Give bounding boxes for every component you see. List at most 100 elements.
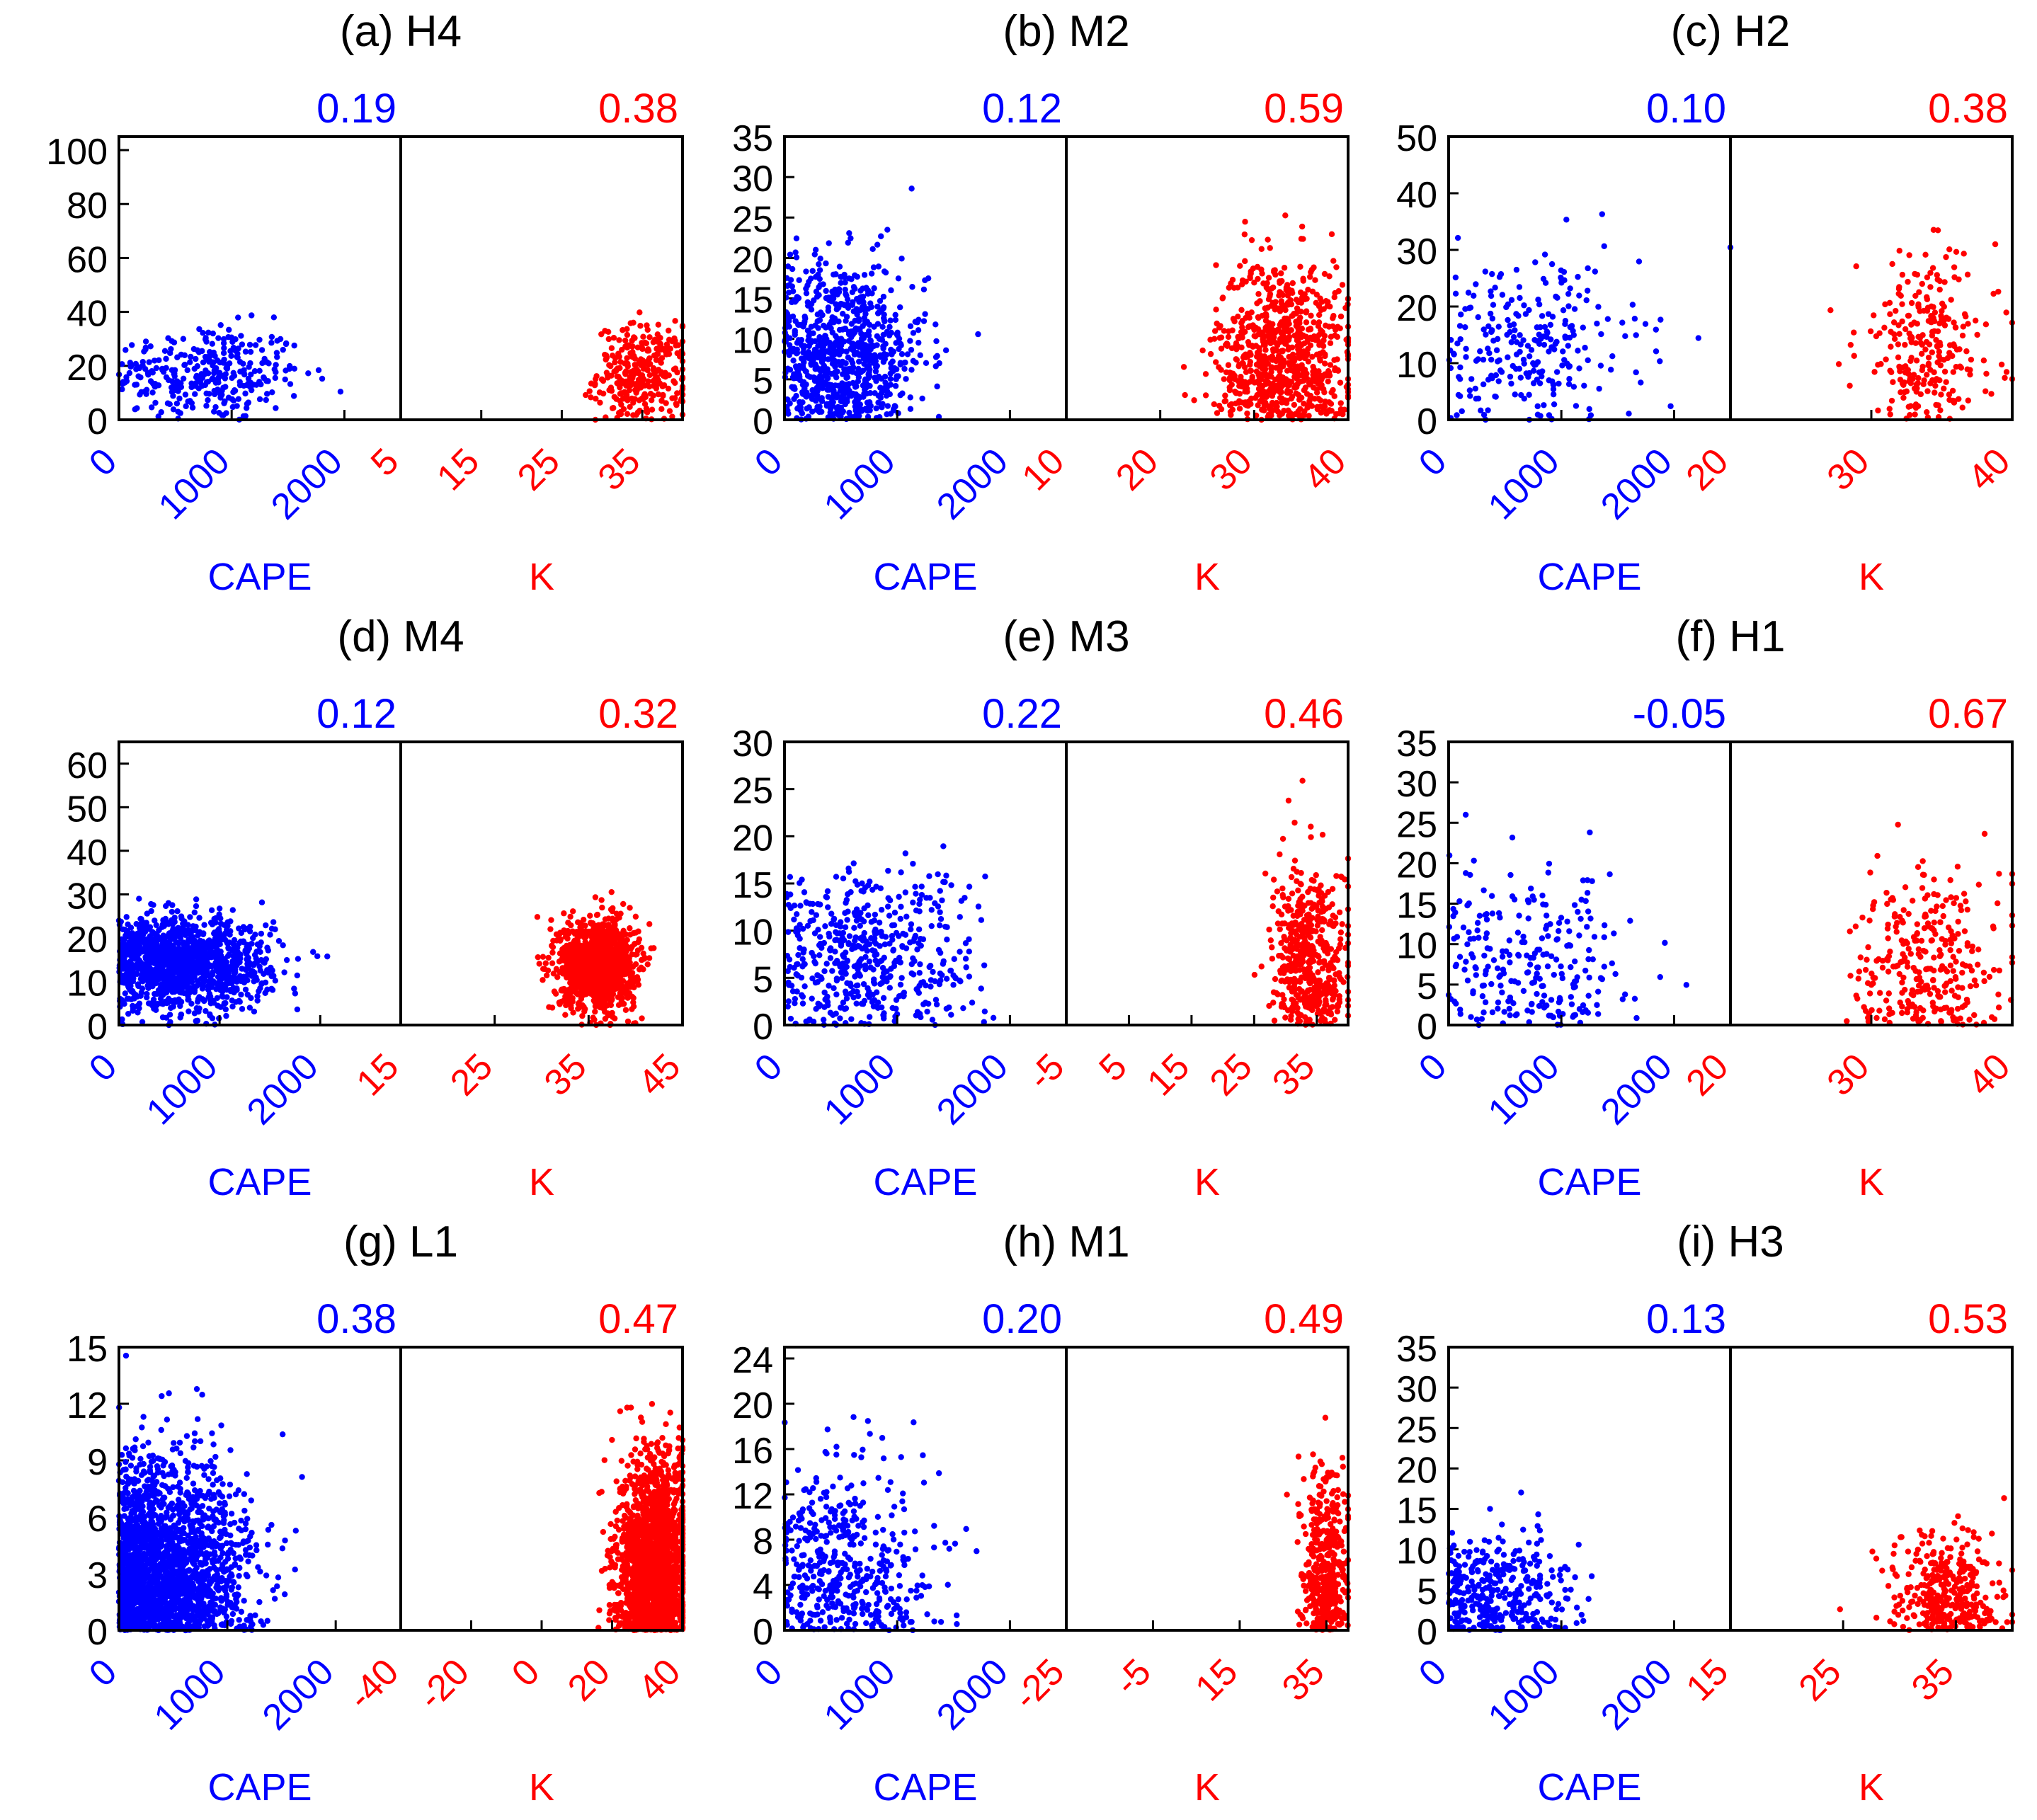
cape-point [161, 935, 168, 942]
k-point [1305, 287, 1311, 293]
cape-point [1526, 307, 1532, 314]
k-point [666, 336, 673, 343]
cape-point [869, 246, 876, 253]
cape-point [305, 370, 312, 377]
k-point [1285, 344, 1292, 350]
k-point [1289, 287, 1295, 294]
k-point [1951, 398, 1958, 404]
k-point [1896, 248, 1902, 254]
k-point [644, 367, 651, 374]
k-point [1289, 280, 1296, 287]
k-point [614, 373, 621, 379]
cape-point [291, 342, 297, 349]
k-subplot: 20 30 400.38K [1679, 86, 2019, 598]
cape-point [887, 370, 894, 377]
k-point [1928, 313, 1934, 320]
cape-point [1604, 316, 1611, 322]
k-point [1908, 339, 1915, 345]
cape-point [873, 405, 879, 412]
cape-point [888, 287, 894, 294]
cape-point [1548, 261, 1556, 268]
cape-point [935, 413, 942, 420]
cape-point [1480, 326, 1487, 333]
k-point [1919, 363, 1926, 370]
cape-point [845, 239, 851, 246]
cape-point [1507, 373, 1514, 380]
k-point [1912, 401, 1919, 408]
cape-point [159, 969, 166, 975]
cape-point [812, 366, 818, 372]
k-point [1219, 295, 1226, 302]
cape-point [158, 409, 164, 416]
cape-point [120, 379, 127, 385]
cape-point [1642, 321, 1649, 327]
y-tick-label: 40 [67, 832, 108, 874]
k-correlation: 0.59 [1264, 86, 1344, 132]
k-point [1943, 314, 1950, 321]
cape-point [794, 405, 801, 412]
k-point [1213, 307, 1219, 313]
k-point [1893, 307, 1899, 314]
y-tick-label: 20 [67, 348, 108, 389]
k-point [610, 334, 617, 341]
cape-point [896, 345, 902, 353]
cape-point [839, 393, 845, 399]
cape-point [220, 350, 227, 356]
cape-point [1571, 306, 1578, 312]
k-point [1301, 340, 1308, 347]
cape-point [828, 385, 835, 391]
cape-point [801, 319, 808, 325]
cape-point [215, 927, 222, 934]
cape-point [1455, 391, 1462, 399]
k-point [1853, 263, 1859, 270]
k-point [1245, 338, 1252, 345]
cape-point [1456, 323, 1463, 329]
k-point [1328, 231, 1335, 237]
cape-point [1505, 354, 1511, 360]
cape-point [207, 997, 214, 1004]
cape-point [1560, 307, 1567, 314]
k-point [641, 401, 649, 407]
cape-point [865, 332, 872, 339]
cape-point [268, 925, 275, 932]
k-point [1953, 363, 1959, 370]
cape-point [1540, 275, 1547, 282]
cape-point [137, 929, 143, 936]
cape-point [256, 336, 263, 343]
cape-x-tick-label: 0 [81, 440, 125, 483]
cape-point [135, 1009, 141, 1016]
k-point [1914, 271, 1921, 278]
cape-point [829, 293, 835, 300]
k-point [1277, 336, 1284, 343]
cape-point [1657, 316, 1664, 323]
cape-point [904, 351, 911, 357]
cape-point [853, 383, 860, 390]
cape-point [861, 391, 867, 397]
cape-point [872, 390, 878, 396]
cape-point [1565, 303, 1572, 309]
cape-point [171, 947, 178, 954]
k-point [1321, 270, 1328, 277]
k-point [1983, 370, 1990, 377]
cape-point [842, 325, 848, 332]
cape-point [868, 270, 875, 277]
cape-point [901, 365, 908, 372]
cape-point [281, 969, 287, 975]
k-point [1324, 303, 1331, 309]
cape-point [193, 903, 200, 910]
cape-point [188, 933, 195, 940]
cape-point [843, 292, 850, 299]
cape-point [920, 286, 928, 293]
cape-x-tick-label: 2000 [1593, 440, 1680, 527]
cape-point [1583, 297, 1590, 304]
cape-point [1607, 367, 1614, 373]
k-point [1247, 275, 1253, 282]
k-point [1888, 343, 1894, 350]
cape-point [1551, 382, 1557, 388]
cape-point [251, 367, 258, 374]
k-point [1248, 236, 1255, 244]
cape-point [800, 358, 807, 365]
k-point [1314, 404, 1320, 411]
k-x-tick-label: 25 [510, 440, 568, 498]
